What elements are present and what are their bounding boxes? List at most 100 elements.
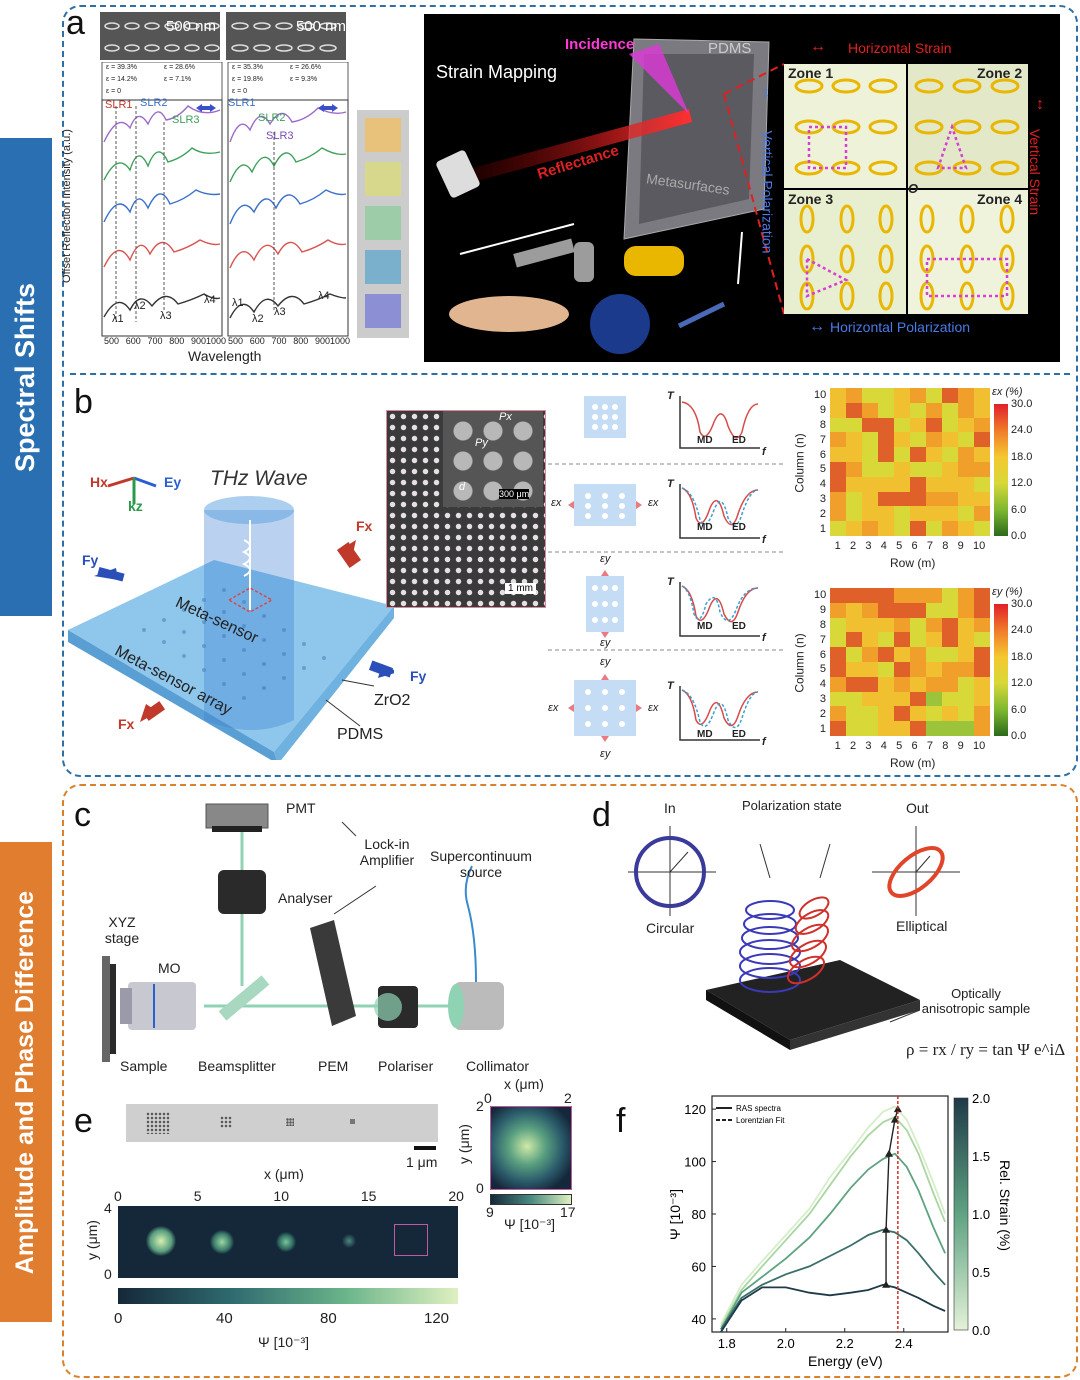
sem-image-right: 500 nm	[226, 12, 346, 60]
heatmap-cell	[878, 676, 894, 692]
heatmap-cell	[862, 506, 878, 522]
ytick-group: 40 60 80 100 120	[684, 1102, 716, 1327]
heatmap-cell	[974, 617, 990, 633]
heatmap-cell	[846, 462, 862, 477]
heatmap-cell	[894, 706, 910, 722]
legend-left-3: ε = 14.2%	[106, 76, 137, 83]
sem-scale-right: 500 nm	[295, 18, 346, 35]
xtick: 10	[973, 540, 986, 552]
ytick: 4	[819, 478, 826, 491]
cbar-tick: 12.0	[1011, 477, 1033, 490]
fx-label-bottom: Fx	[118, 716, 135, 732]
xtick: 10	[273, 1188, 289, 1204]
heatmap-cell	[846, 506, 862, 522]
heatmap-cell	[878, 417, 894, 433]
e-ytick-bottom: 0	[104, 1266, 112, 1282]
heatmap-cell	[862, 632, 878, 648]
pmt-label: PMT	[286, 800, 316, 816]
heatmap-cell	[878, 662, 894, 677]
legend-left-2: ε = 28.6%	[164, 64, 195, 71]
slr3-label: SLR3	[172, 114, 200, 126]
heatmap-cell	[926, 691, 942, 707]
panel-label-e: e	[74, 1102, 93, 1140]
swatch	[365, 118, 401, 152]
heatmap-cell	[958, 447, 974, 462]
spot	[276, 1232, 296, 1252]
heatmap-cell	[894, 647, 910, 662]
sem-scale-b: 1 mm	[505, 583, 536, 594]
heatmap-cell	[878, 476, 894, 492]
heatmap-cell	[942, 602, 958, 618]
xtick: 7	[926, 740, 933, 752]
heatmap-cell	[974, 691, 990, 707]
inset-cbar-17: 17	[560, 1204, 576, 1220]
scene-graphics	[436, 38, 1028, 354]
heatmap-cell	[958, 432, 974, 448]
direction-arrow-icon	[196, 104, 216, 112]
xyz-label: XYZ stage	[104, 914, 140, 946]
heatmap-cell	[910, 506, 926, 522]
ytick: 6	[819, 648, 826, 661]
heatmap-cell	[942, 491, 958, 507]
inset-map	[490, 1106, 572, 1190]
heatmap2-xlabel: Row (m)	[890, 756, 936, 770]
heatmap-cell	[894, 691, 910, 707]
plot-t-2: T	[667, 478, 674, 490]
heatmap-cell	[926, 588, 942, 603]
ytick: 6	[819, 448, 826, 461]
xtick: 5	[896, 740, 903, 752]
colorbar-tick: 2.0	[972, 1091, 990, 1106]
heatmap-cell	[958, 662, 974, 677]
legend-solid: RAS spectra	[736, 1104, 781, 1113]
colorbar-label: Rel. Strain (%)	[997, 1160, 1013, 1251]
heatmap-cell	[830, 402, 846, 418]
mo-label: MO	[158, 960, 181, 976]
d-label: d	[459, 481, 466, 493]
heatmap-cell	[830, 721, 846, 736]
heatmap-cell	[894, 432, 910, 448]
heatmap-cell	[894, 506, 910, 522]
heatmap-cell	[846, 706, 862, 722]
heatmap-cell	[862, 417, 878, 433]
sem-grid-image: Px Py d 300 μm 1 mm	[386, 410, 546, 608]
strain-mode-diagrams	[548, 396, 784, 742]
xtick-label: 2.2	[836, 1336, 854, 1351]
panel-label-a: a	[66, 4, 85, 42]
e-colorbar	[118, 1288, 458, 1304]
heatmap-cell	[942, 721, 958, 736]
heatmap1-xlabel: Row (m)	[890, 556, 936, 570]
inset-ytick-2: 2	[476, 1098, 484, 1114]
inset-cbar-9: 9	[486, 1204, 494, 1220]
colorbar-tick: 0.5	[972, 1265, 990, 1280]
cbar-tick: 18.0	[1011, 650, 1033, 663]
eps-y-bottom-4: εy	[600, 748, 611, 760]
heatmap-cell	[830, 476, 846, 492]
heatmap-cell	[910, 691, 926, 707]
heatmap-cell	[846, 476, 862, 492]
xtick: 3	[865, 540, 872, 552]
e-cbar-tick-120: 120	[424, 1310, 450, 1327]
heatmap-cell	[830, 521, 846, 536]
heatmap-cell	[974, 476, 990, 492]
xtick: 6	[911, 540, 918, 552]
kz-label: kz	[128, 498, 143, 514]
md-label-4: MD	[697, 729, 713, 740]
heatmap-cell	[894, 476, 910, 492]
eps-x-right-4: εx	[648, 702, 659, 714]
legend-left-1: ε = 39.3%	[106, 64, 137, 71]
heatmap-cell	[846, 432, 862, 448]
thz-label: THz Wave	[210, 467, 308, 490]
heatmap-cell	[958, 721, 974, 736]
heatmap-cell	[894, 632, 910, 648]
colorbar-epsy-ticks: 30.0 24.0 18.0 12.0 6.0 0.0	[1011, 598, 1032, 742]
elliptical-label: Elliptical	[896, 918, 948, 934]
xtick: 9001000	[190, 336, 226, 346]
heatmap-epsy	[830, 588, 990, 736]
meta-sensor-array-illustration	[68, 476, 394, 760]
eps-y-top-4: εy	[600, 656, 611, 668]
xtick: 9	[957, 540, 964, 552]
heatmap-cell	[974, 388, 990, 403]
md-label-3: MD	[697, 621, 713, 632]
ed-label-4: ED	[732, 729, 746, 740]
highlight-box	[394, 1224, 428, 1256]
